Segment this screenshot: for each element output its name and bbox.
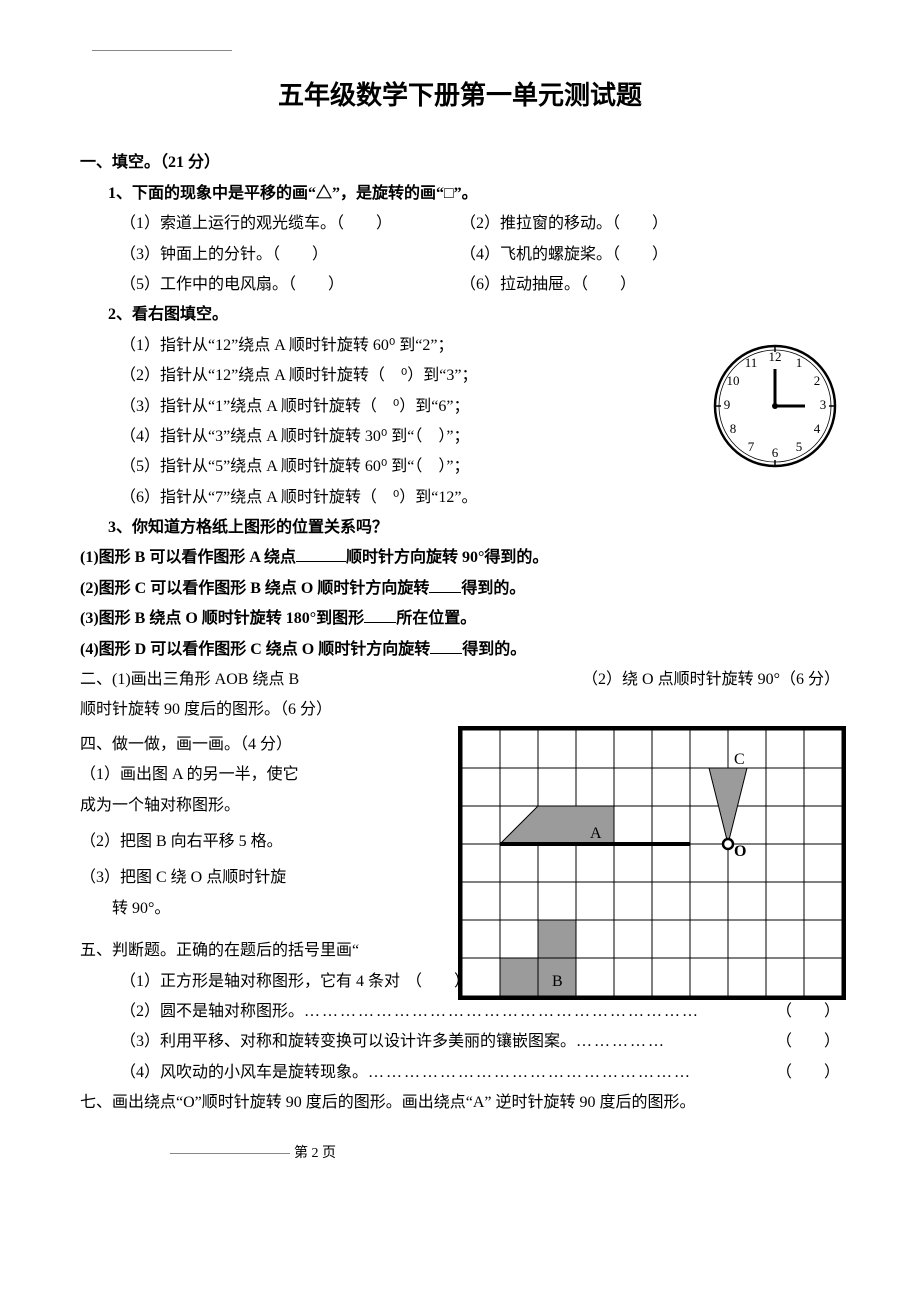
sec2-left: 二、(1)画出三角形 AOB 绕点 B — [80, 665, 299, 695]
svg-text:9: 9 — [724, 397, 731, 412]
q3-l1a: (1)图形 B 可以看作图形 A 绕点 — [80, 549, 296, 566]
q1-6: （6）拉动抽屉。（ ） — [460, 270, 840, 300]
svg-text:5: 5 — [796, 439, 803, 454]
q2-area: （1）指针从“12”绕点 A 顺时针旋转 60⁰ 到“2”； （2）指针从“12… — [80, 331, 840, 513]
dots: …………… — [576, 1027, 770, 1057]
blank — [296, 546, 346, 562]
sec4-l3: （2）把图 B 向右平移 5 格。 — [80, 827, 440, 857]
svg-text:8: 8 — [730, 421, 737, 436]
svg-text:B: B — [552, 973, 563, 990]
svg-text:10: 10 — [727, 373, 740, 388]
svg-text:2: 2 — [814, 373, 821, 388]
q3-stem: 3、你知道方格纸上图形的位置关系吗？ — [80, 513, 840, 543]
svg-text:7: 7 — [748, 439, 755, 454]
dots: ……………………………………………… — [368, 1058, 770, 1088]
svg-text:3: 3 — [820, 397, 827, 412]
q1-2: （2）推拉窗的移动。（ ） — [460, 209, 840, 239]
page-title: 五年级数学下册第一单元测试题 — [80, 71, 840, 120]
svg-text:1: 1 — [796, 355, 803, 370]
sec4-l5: 转 90°。 — [80, 894, 440, 924]
q3-l3: (3)图形 B 绕点 O 顺时针旋转 180°到图形 所在位置。 — [80, 604, 840, 634]
paren: （ ） — [770, 1027, 840, 1057]
sec4-head: 四、做一做，画一画。（4 分） — [80, 730, 440, 760]
q1-5: （5）工作中的电风扇。（ ） — [120, 270, 460, 300]
q1-4: （4）飞机的螺旋桨。（ ） — [460, 240, 840, 270]
svg-text:4: 4 — [814, 421, 821, 436]
q3-l4: (4)图形 D 可以看作图形 C 绕点 O 顺时针方向旋转 得到的。 — [80, 635, 840, 665]
grid-figure: A B C O — [452, 720, 852, 1006]
q3-body: (1)图形 B 可以看作图形 A 绕点 顺时针方向旋转 90°得到的。 (2)图形… — [80, 543, 840, 665]
sec5-4-text: （4）风吹动的小风车是旋转现象。 — [120, 1058, 368, 1088]
sec5-4: （4）风吹动的小风车是旋转现象。 ……………………………………………… （ ） — [80, 1058, 840, 1088]
sec5-1-text: （1）正方形是轴对称图形，它有 4 条对 — [120, 967, 400, 997]
blank — [429, 577, 461, 593]
sec4-l4: （3）把图 C 绕 O 点顺时针旋 — [80, 863, 440, 893]
sec5-3: （3）利用平移、对称和旋转变换可以设计许多美丽的镶嵌图案。 …………… （ ） — [80, 1027, 840, 1057]
section1-head: 一、填空。（21 分） — [80, 148, 840, 178]
q3-l4a: (4)图形 D 可以看作图形 C 绕点 O 顺时针方向旋转 — [80, 641, 430, 658]
svg-text:A: A — [590, 825, 602, 842]
q3-l1: (1)图形 B 可以看作图形 A 绕点 顺时针方向旋转 90°得到的。 — [80, 543, 840, 573]
q1-stem: 1、下面的现象中是平移的画“△”，是旋转的画“□”。 — [80, 179, 840, 209]
q3-l2b: 得到的。 — [461, 580, 525, 597]
sec2-right: （2）绕 O 点顺时针旋转 90°（6 分） — [582, 665, 840, 695]
sec5-2-text: （2）圆不是轴对称图形。 — [120, 997, 304, 1027]
q1-3: （3）钟面上的分针。（ ） — [120, 240, 460, 270]
page-footer: 第 2 页 — [80, 1141, 840, 1168]
header-rule — [92, 50, 232, 51]
q2-stem: 2、看右图填空。 — [80, 300, 840, 330]
footer-rule — [170, 1153, 290, 1154]
clock-icon: 12 1 2 3 4 5 6 7 8 9 10 11 — [700, 331, 850, 481]
footer-text: 第 2 页 — [294, 1146, 336, 1161]
q3-l3a: (3)图形 B 绕点 O 顺时针旋转 180°到图形 — [80, 610, 364, 627]
paren: （ ） — [770, 1058, 840, 1088]
svg-text:6: 6 — [772, 445, 779, 460]
sec5-3-text: （3）利用平移、对称和旋转变换可以设计许多美丽的镶嵌图案。 — [120, 1027, 576, 1057]
q3-l3b: 所在位置。 — [396, 610, 476, 627]
sec4-l2: 成为一个轴对称图形。 — [80, 791, 440, 821]
svg-text:O: O — [734, 843, 746, 860]
section7: 七、画出绕点“O”顺时针旋转 90 度后的图形。画出绕点“A” 逆时针旋转 90… — [80, 1088, 840, 1118]
q1-row3: （5）工作中的电风扇。（ ） （6）拉动抽屉。（ ） — [80, 270, 840, 300]
q3-l1b: 顺时针方向旋转 90°得到的。 — [346, 549, 548, 566]
q1-1: （1）索道上运行的观光缆车。（ ） — [120, 209, 460, 239]
q1-row1: （1）索道上运行的观光缆车。（ ） （2）推拉窗的移动。（ ） — [80, 209, 840, 239]
section4-area: 四、做一做，画一画。（4 分） （1）画出图 A 的另一半，使它 成为一个轴对称… — [80, 730, 840, 924]
q3-l2: (2)图形 C 可以看作图形 B 绕点 O 顺时针方向旋转 得到的。 — [80, 574, 840, 604]
section4-text: 四、做一做，画一画。（4 分） （1）画出图 A 的另一半，使它 成为一个轴对称… — [80, 730, 440, 924]
section2-row: 二、(1)画出三角形 AOB 绕点 B （2）绕 O 点顺时针旋转 90°（6 … — [80, 665, 840, 695]
blank — [430, 638, 462, 654]
sec4-l1: （1）画出图 A 的另一半，使它 — [80, 760, 440, 790]
svg-text:11: 11 — [745, 355, 758, 370]
blank — [364, 607, 396, 623]
q3-l2a: (2)图形 C 可以看作图形 B 绕点 O 顺时针方向旋转 — [80, 580, 429, 597]
q2-l6: （6）指针从“7”绕点 A 顺时针旋转（ ⁰）到“12”。 — [80, 483, 840, 513]
q3-l4b: 得到的。 — [462, 641, 526, 658]
svg-text:C: C — [734, 751, 745, 768]
q1-row2: （3）钟面上的分针。（ ） （4）飞机的螺旋桨。（ ） — [80, 240, 840, 270]
